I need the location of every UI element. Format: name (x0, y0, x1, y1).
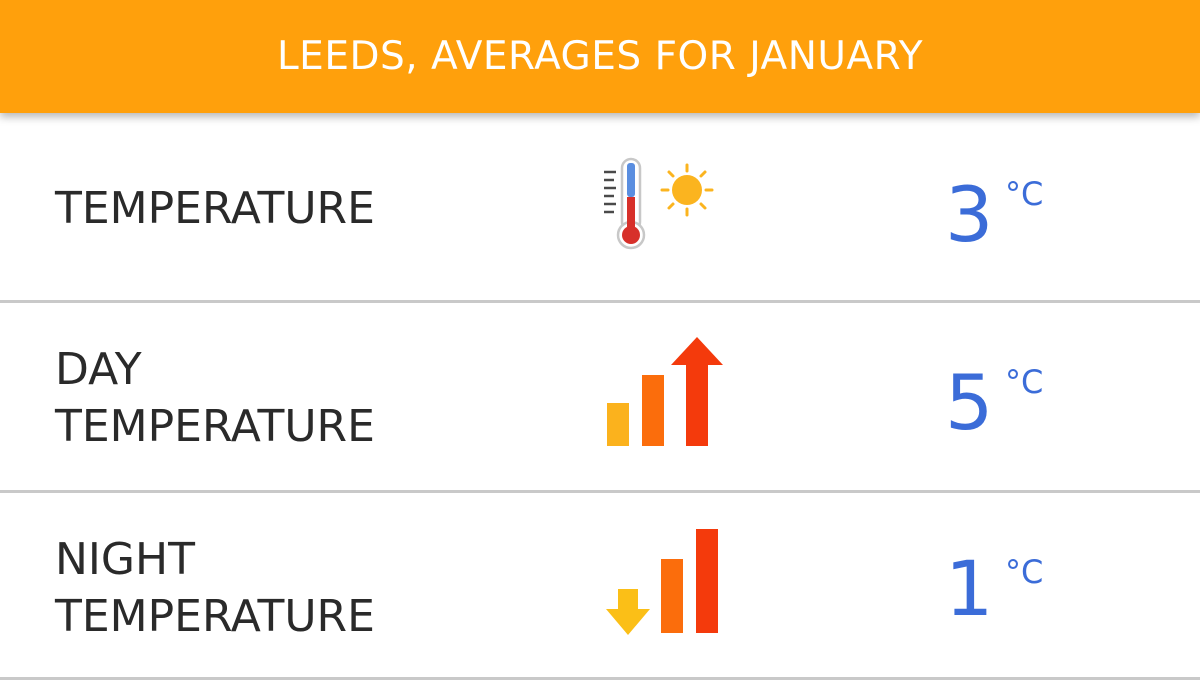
row-day-temperature: DAY TEMPERATURE 5 °C (0, 303, 1200, 490)
row-divider (0, 490, 1200, 493)
header-bar: LEEDS, AVERAGES FOR JANUARY (0, 0, 1200, 113)
bars-arrow-down-icon (604, 527, 724, 637)
row-night-temperature: NIGHT TEMPERATURE 1 °C (0, 493, 1200, 680)
night-temperature-value: 1 (945, 544, 994, 633)
temperature-unit: °C (1005, 175, 1044, 213)
day-temperature-unit: °C (1005, 363, 1044, 401)
temperature-label: TEMPERATURE (55, 183, 375, 234)
day-temperature-label: DAY TEMPERATURE (55, 344, 375, 452)
thermometer-sun-icon (600, 157, 725, 252)
page-title: LEEDS, AVERAGES FOR JANUARY (276, 34, 924, 79)
day-temperature-value: 5 (945, 358, 994, 447)
night-temperature-label: NIGHT TEMPERATURE (55, 534, 375, 642)
row-temperature: TEMPERATURE (0, 113, 1200, 300)
row-divider (0, 677, 1200, 680)
night-temperature-unit: °C (1005, 553, 1044, 591)
bars-arrow-up-icon (605, 335, 725, 450)
row-divider (0, 300, 1200, 303)
temperature-value: 3 (945, 170, 994, 259)
